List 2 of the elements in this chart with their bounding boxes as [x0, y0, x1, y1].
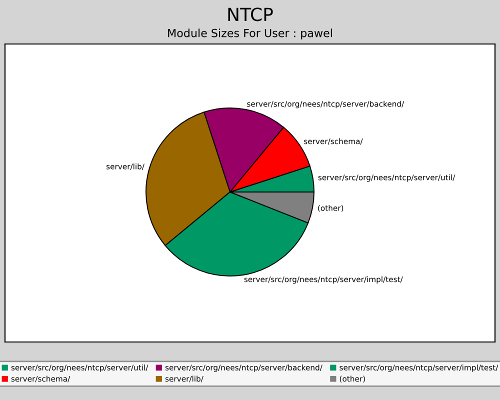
chart-subtitle: Module Sizes For User : pawel [168, 28, 332, 40]
chart-title: NTCP [228, 8, 273, 22]
